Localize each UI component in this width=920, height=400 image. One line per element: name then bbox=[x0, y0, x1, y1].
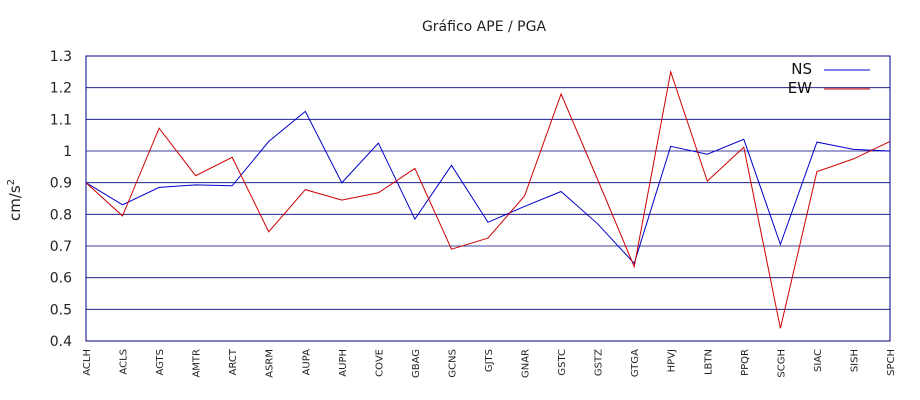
x-tick-label: GCNS bbox=[447, 349, 458, 378]
y-tick-label: 1 bbox=[63, 144, 72, 160]
x-tick-label: COVE bbox=[374, 349, 385, 377]
y-axis-label: cm/s2 bbox=[6, 179, 24, 221]
y-tick-label: 1.3 bbox=[50, 49, 72, 65]
x-tick-label: GTGA bbox=[630, 349, 641, 377]
legend-label-ew: EW bbox=[788, 79, 812, 97]
x-tick-label: AMTR bbox=[192, 349, 203, 378]
chart-title: Gráfico APE / PGA bbox=[422, 19, 546, 35]
series-line-ns bbox=[85, 110, 891, 265]
x-tick-label: AUPH bbox=[338, 349, 349, 377]
x-tick-label: LBTN bbox=[703, 349, 714, 375]
y-tick-label: 0.9 bbox=[50, 176, 72, 192]
grid bbox=[86, 55, 890, 342]
x-tick-label: SISH bbox=[849, 349, 860, 372]
x-tick-label: GNAR bbox=[521, 349, 532, 378]
y-tick-label: 1.1 bbox=[50, 112, 72, 128]
y-tick-label: 0.4 bbox=[50, 334, 72, 350]
x-tick-label: SCGH bbox=[776, 349, 787, 378]
x-tick-label: ASRM bbox=[265, 349, 276, 378]
x-tick-label: GSTZ bbox=[594, 349, 605, 376]
series-line-ew bbox=[85, 69, 891, 329]
x-tick-label: AGTS bbox=[155, 349, 166, 376]
y-tick-label: 1.2 bbox=[50, 81, 72, 97]
plot-frame bbox=[85, 55, 891, 342]
x-tick-label: SPCH bbox=[886, 349, 897, 376]
x-tick-label: AUPA bbox=[301, 349, 312, 376]
y-tick-label: 0.8 bbox=[50, 207, 72, 223]
legend: NS EW bbox=[788, 60, 870, 97]
x-tick-label: GBAG bbox=[411, 349, 422, 378]
y-tick-label: 0.6 bbox=[50, 271, 72, 287]
x-tick-label: ARCT bbox=[228, 348, 239, 375]
y-tick-label: 0.5 bbox=[50, 302, 72, 318]
x-tick-label: GJTS bbox=[484, 349, 495, 372]
y-axis-label-base: cm/s bbox=[6, 185, 24, 221]
y-axis-label-exponent: 2 bbox=[6, 179, 17, 185]
y-tick-label: 0.7 bbox=[50, 239, 72, 255]
x-tick-label: PPQR bbox=[740, 349, 751, 376]
x-tick-label: ACLS bbox=[119, 349, 130, 375]
legend-label-ns: NS bbox=[791, 60, 812, 78]
x-ticks: ACLH ACLS AGTS AMTR ARCT ASRM AUPA AUPH COVE GBAG… bbox=[82, 348, 897, 378]
y-ticks: 0.4 0.5 0.6 0.7 0.8 0.9 1 1.1 1.2 1.3 bbox=[50, 49, 72, 350]
x-tick-label: GSTC bbox=[557, 349, 568, 376]
x-tick-label: ACLH bbox=[82, 349, 93, 376]
x-tick-label: SIAC bbox=[813, 349, 824, 372]
x-tick-label: HPVJ bbox=[667, 349, 678, 372]
svg-text:cm/s2: cm/s2 bbox=[6, 179, 24, 221]
series-lines bbox=[85, 69, 891, 329]
